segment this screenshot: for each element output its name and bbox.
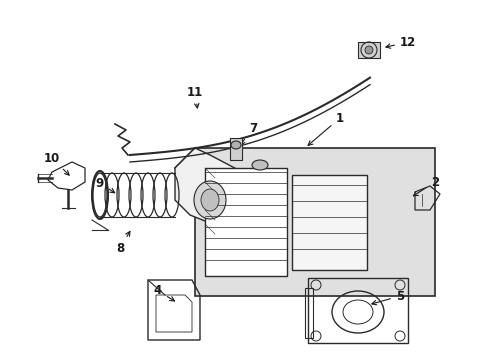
Bar xyxy=(291,175,366,270)
Bar xyxy=(229,138,242,160)
Text: 6: 6 xyxy=(241,176,265,196)
Polygon shape xyxy=(175,148,195,168)
Bar xyxy=(305,288,312,338)
Text: 2: 2 xyxy=(412,176,438,196)
Bar xyxy=(357,42,379,58)
Bar xyxy=(307,278,407,343)
Text: 10: 10 xyxy=(44,152,69,175)
Text: 1: 1 xyxy=(307,112,344,145)
Bar xyxy=(195,148,434,296)
Text: 12: 12 xyxy=(385,36,415,49)
Text: 11: 11 xyxy=(186,86,203,108)
Text: 4: 4 xyxy=(154,284,174,301)
Text: 3: 3 xyxy=(308,190,331,208)
Ellipse shape xyxy=(251,160,267,170)
Ellipse shape xyxy=(201,189,219,211)
Text: 7: 7 xyxy=(240,122,257,145)
Ellipse shape xyxy=(230,141,241,149)
Circle shape xyxy=(364,46,372,54)
Ellipse shape xyxy=(194,181,225,219)
Text: 8: 8 xyxy=(116,231,130,255)
Text: 5: 5 xyxy=(371,289,403,305)
Bar xyxy=(204,168,286,276)
Text: 9: 9 xyxy=(96,176,114,193)
Polygon shape xyxy=(175,148,254,225)
